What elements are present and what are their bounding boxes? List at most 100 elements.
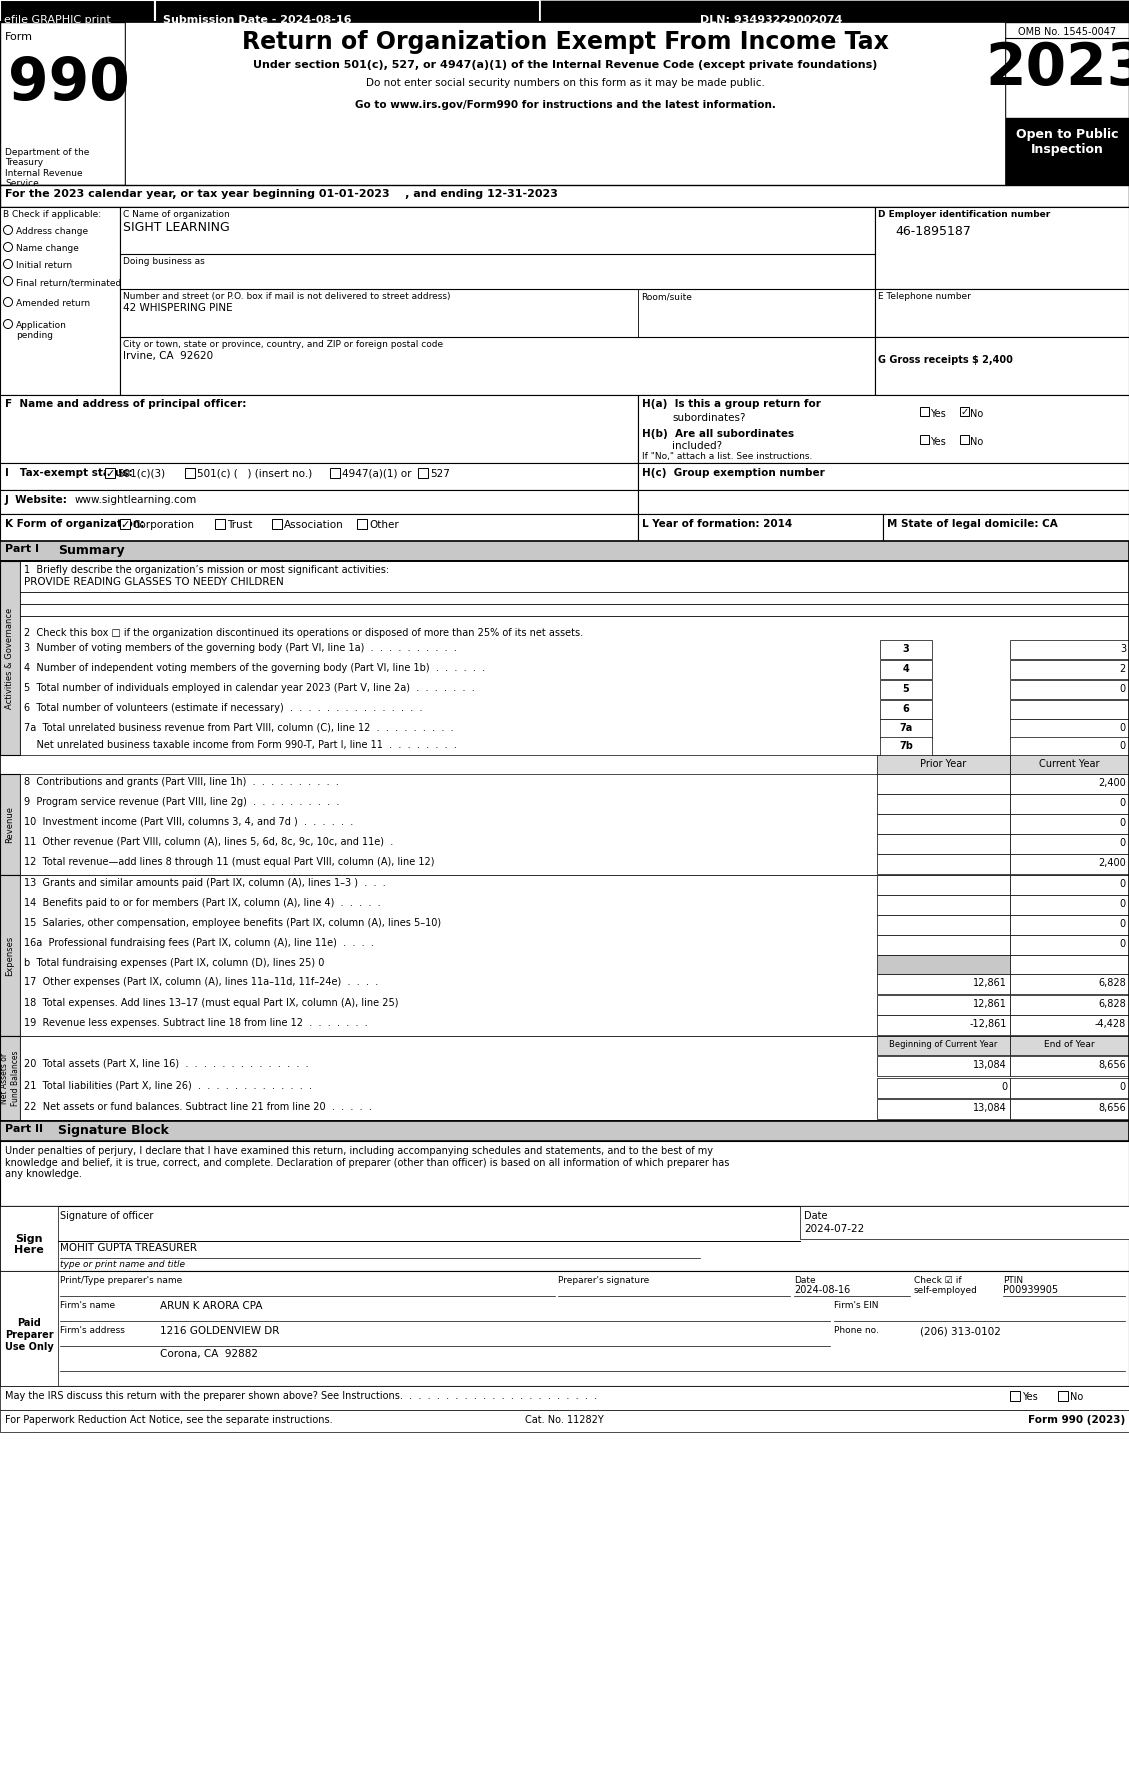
Bar — [1010, 736, 1129, 756]
Text: Department of the
Treasury
Internal Revenue
Service: Department of the Treasury Internal Reve… — [5, 148, 89, 189]
Text: Activities & Governance: Activities & Governance — [6, 608, 15, 708]
Text: Firm's address: Firm's address — [60, 1326, 125, 1335]
Text: J  Website:: J Website: — [5, 494, 68, 505]
Text: 4  Number of independent voting members of the governing body (Part VI, line 1b): 4 Number of independent voting members o… — [24, 662, 485, 673]
Bar — [0, 1141, 1129, 1206]
Bar — [0, 489, 638, 514]
Text: Do not enter social security numbers on this form as it may be made public.: Do not enter social security numbers on … — [366, 78, 764, 88]
Bar — [0, 1386, 1129, 1409]
Text: www.sightlearning.com: www.sightlearning.com — [75, 494, 198, 505]
Text: Submission Date - 2024-08-16: Submission Date - 2024-08-16 — [163, 14, 351, 25]
Text: H(a)  Is this a group return for: H(a) Is this a group return for — [642, 399, 821, 410]
Text: M State of legal domicile: CA: M State of legal domicile: CA — [887, 519, 1058, 530]
Bar — [877, 855, 1010, 874]
Text: For Paperwork Reduction Act Notice, see the separate instructions.: For Paperwork Reduction Act Notice, see … — [5, 1415, 333, 1425]
Text: Expenses: Expenses — [6, 936, 15, 975]
Text: City or town, state or province, country, and ZIP or foreign postal code: City or town, state or province, country… — [123, 341, 443, 350]
Text: 15  Salaries, other compensation, employee benefits (Part IX, column (A), lines : 15 Salaries, other compensation, employe… — [24, 918, 441, 927]
Bar — [215, 519, 225, 530]
Bar — [1010, 795, 1129, 814]
Text: 13,084: 13,084 — [973, 1060, 1007, 1070]
Bar — [638, 396, 1129, 463]
Bar — [883, 514, 1129, 540]
Text: H(b)  Are all subordinates: H(b) Are all subordinates — [642, 429, 794, 440]
Text: Yes: Yes — [930, 410, 946, 419]
Bar — [540, 0, 1129, 21]
Text: Return of Organization Exempt From Income Tax: Return of Organization Exempt From Incom… — [242, 30, 889, 55]
Text: Initial return: Initial return — [16, 261, 72, 270]
Text: Form: Form — [5, 32, 33, 42]
Text: SIGHT LEARNING: SIGHT LEARNING — [123, 221, 229, 235]
Bar — [877, 1077, 1010, 1098]
Text: ✓: ✓ — [105, 470, 115, 479]
Text: 8,656: 8,656 — [1099, 1104, 1126, 1113]
Bar — [1010, 895, 1129, 915]
Bar — [105, 468, 115, 479]
Text: 2023: 2023 — [986, 41, 1129, 97]
Text: 17  Other expenses (Part IX, column (A), lines 11a–11d, 11f–24e)  .  .  .  .: 17 Other expenses (Part IX, column (A), … — [24, 977, 378, 987]
Bar — [0, 207, 120, 396]
Bar — [1010, 855, 1129, 874]
Text: K Form of organization:: K Form of organization: — [5, 519, 145, 530]
Bar — [1010, 814, 1129, 834]
Text: Other: Other — [369, 519, 399, 530]
Bar — [877, 1098, 1010, 1120]
Bar — [1010, 915, 1129, 934]
Text: 0: 0 — [1120, 839, 1126, 848]
Text: 0: 0 — [1120, 818, 1126, 828]
Bar — [1010, 834, 1129, 855]
Bar — [0, 0, 1129, 21]
Bar — [875, 337, 1129, 396]
Bar — [1010, 1392, 1019, 1400]
Text: 7a  Total unrelated business revenue from Part VIII, column (C), line 12  .  .  : 7a Total unrelated business revenue from… — [24, 722, 454, 731]
Bar — [1010, 1056, 1129, 1075]
Text: No: No — [1070, 1392, 1083, 1402]
Text: PTIN: PTIN — [1003, 1277, 1023, 1286]
Text: 4: 4 — [902, 664, 909, 675]
Text: 0: 0 — [1120, 722, 1126, 733]
Bar — [1010, 680, 1129, 699]
Text: 6: 6 — [902, 705, 909, 713]
Bar — [879, 639, 933, 659]
Text: 527: 527 — [430, 470, 449, 479]
Bar — [877, 874, 1010, 895]
Text: 4947(a)(1) or: 4947(a)(1) or — [342, 470, 411, 479]
Bar — [1010, 719, 1129, 738]
Text: Date: Date — [804, 1211, 828, 1220]
Text: G Gross receipts $ 2,400: G Gross receipts $ 2,400 — [878, 355, 1013, 366]
Text: B Check if applicable:: B Check if applicable: — [3, 210, 102, 219]
Bar — [155, 0, 540, 21]
Bar — [1010, 1077, 1129, 1098]
Text: 22  Net assets or fund balances. Subtract line 21 from line 20  .  .  .  .  .: 22 Net assets or fund balances. Subtract… — [24, 1102, 371, 1113]
Text: 13,084: 13,084 — [973, 1104, 1007, 1113]
Text: 0: 0 — [1120, 798, 1126, 809]
Text: Prior Year: Prior Year — [920, 759, 966, 768]
Text: 0: 0 — [1120, 940, 1126, 948]
Bar — [1005, 118, 1129, 185]
Bar — [0, 1409, 1129, 1432]
Bar — [20, 562, 1129, 756]
Text: May the IRS discuss this return with the preparer shown above? See Instructions.: May the IRS discuss this return with the… — [5, 1392, 597, 1400]
Bar — [877, 975, 1010, 994]
Text: Part II: Part II — [5, 1123, 43, 1134]
Text: 2,400: 2,400 — [1099, 858, 1126, 869]
Text: -12,861: -12,861 — [970, 1019, 1007, 1030]
Text: Current Year: Current Year — [1040, 759, 1100, 768]
Bar — [0, 514, 638, 540]
Bar — [0, 1272, 1129, 1386]
Text: 12,861: 12,861 — [973, 1000, 1007, 1008]
Bar — [1010, 934, 1129, 955]
Text: 0: 0 — [1120, 899, 1126, 909]
Bar — [877, 955, 1010, 975]
Text: 2,400: 2,400 — [1099, 779, 1126, 788]
Text: efile GRAPHIC print: efile GRAPHIC print — [5, 14, 111, 25]
Bar — [877, 834, 1010, 855]
Bar — [185, 468, 195, 479]
Text: 9  Program service revenue (Part VIII, line 2g)  .  .  .  .  .  .  .  .  .  .: 9 Program service revenue (Part VIII, li… — [24, 796, 340, 807]
Text: -4,428: -4,428 — [1095, 1019, 1126, 1030]
Bar — [1010, 1037, 1129, 1054]
Text: Under section 501(c), 527, or 4947(a)(1) of the Internal Revenue Code (except pr: Under section 501(c), 527, or 4947(a)(1)… — [253, 60, 877, 71]
Text: 501(c) (   ) (insert no.): 501(c) ( ) (insert no.) — [196, 470, 313, 479]
Text: L Year of formation: 2014: L Year of formation: 2014 — [642, 519, 793, 530]
Bar — [0, 1121, 1129, 1141]
